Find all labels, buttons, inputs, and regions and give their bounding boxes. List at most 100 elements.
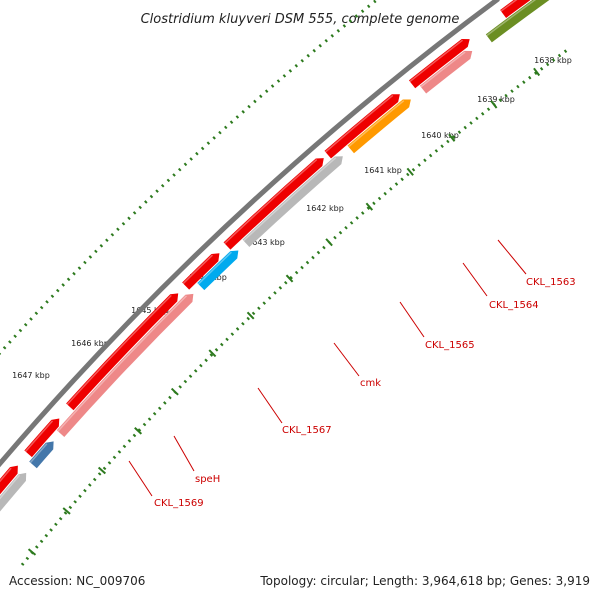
scale-tick bbox=[475, 116, 479, 121]
scale-tick bbox=[372, 201, 376, 206]
gene-leader-line bbox=[399, 301, 425, 338]
scale-tick bbox=[522, 80, 526, 84]
gene-label[interactable]: CKL_1563 bbox=[526, 277, 576, 288]
scale-tick bbox=[434, 149, 439, 153]
scale-tick bbox=[373, 0, 377, 4]
gene-label[interactable]: CKL_1564 bbox=[489, 300, 539, 311]
gene-arrow[interactable] bbox=[56, 293, 194, 437]
scale-tick bbox=[200, 146, 205, 151]
scale-tick bbox=[168, 395, 172, 400]
tick-label: 1640 kbp bbox=[421, 131, 459, 140]
tick-label: 1642 kbp bbox=[306, 204, 344, 213]
scale-tick bbox=[209, 353, 214, 357]
scale-tick bbox=[152, 411, 157, 416]
scale-tick bbox=[389, 187, 393, 191]
major-scale-tick bbox=[62, 507, 71, 515]
scale-tick bbox=[2, 345, 7, 350]
scale-tick bbox=[58, 516, 63, 521]
scale-tick bbox=[20, 562, 25, 566]
scale-tick bbox=[446, 139, 450, 144]
gene-leader-line bbox=[173, 435, 195, 472]
scale-tick bbox=[132, 433, 137, 438]
scale-tick bbox=[498, 98, 502, 102]
scale-tick bbox=[94, 249, 98, 254]
scale-tick bbox=[137, 428, 142, 432]
scale-tick bbox=[539, 67, 544, 71]
scale-tick bbox=[107, 461, 112, 465]
major-scale-tick bbox=[490, 100, 498, 109]
scale-tick bbox=[348, 19, 353, 23]
gene-arrow[interactable] bbox=[66, 293, 179, 411]
gene-arrow[interactable] bbox=[197, 250, 239, 291]
scale-tick bbox=[417, 163, 421, 167]
scale-tick bbox=[218, 130, 222, 135]
scale-tick bbox=[18, 328, 23, 333]
gene-arrow[interactable] bbox=[29, 441, 54, 469]
scale-tick bbox=[88, 483, 92, 487]
scale-tick bbox=[316, 250, 321, 255]
scale-tick bbox=[360, 9, 365, 13]
gene-label[interactable]: CKL_1567 bbox=[282, 425, 332, 436]
gene-arrow[interactable] bbox=[0, 472, 27, 524]
gene-arrow[interactable] bbox=[485, 0, 599, 43]
gene-arrow[interactable] bbox=[408, 38, 470, 89]
gene-leader-line bbox=[462, 262, 488, 297]
scale-tick bbox=[394, 182, 399, 186]
gene-label[interactable]: cmk bbox=[360, 378, 381, 389]
scale-tick bbox=[557, 53, 562, 58]
scale-tick bbox=[423, 158, 427, 163]
scale-tick bbox=[160, 183, 165, 188]
gene-arrow[interactable] bbox=[223, 158, 324, 250]
scale-tick bbox=[110, 233, 115, 237]
scale-tick bbox=[270, 84, 275, 88]
scale-tick bbox=[92, 477, 97, 482]
major-scale-tick bbox=[208, 349, 217, 358]
scale-tick bbox=[83, 488, 87, 493]
scale-tick bbox=[241, 110, 245, 114]
scale-tick bbox=[172, 173, 176, 177]
gene-arrow[interactable] bbox=[500, 0, 592, 18]
gene-arrow[interactable] bbox=[182, 253, 220, 290]
scale-tick bbox=[132, 211, 137, 215]
scale-tick bbox=[551, 58, 556, 62]
scale-tick bbox=[214, 348, 219, 352]
scale-tick bbox=[8, 340, 12, 344]
scale-tick bbox=[349, 221, 354, 225]
scale-tick bbox=[13, 334, 17, 338]
scale-tick bbox=[225, 337, 229, 342]
scale-tick bbox=[463, 125, 467, 130]
scale-tick bbox=[324, 38, 328, 43]
scale-tick bbox=[149, 194, 154, 199]
scale-tick bbox=[220, 342, 224, 347]
scale-tick bbox=[229, 120, 234, 124]
scale-tick bbox=[247, 104, 251, 109]
scale-tick bbox=[49, 528, 53, 532]
gene-arrow[interactable] bbox=[347, 99, 411, 154]
gene-label[interactable]: speH bbox=[195, 474, 220, 485]
scale-tick bbox=[235, 115, 240, 119]
major-scale-tick bbox=[170, 387, 179, 396]
gene-arrow[interactable] bbox=[242, 156, 343, 247]
gene-arrow[interactable] bbox=[24, 418, 60, 458]
gene-label[interactable]: CKL_1565 bbox=[425, 340, 475, 351]
scale-tick bbox=[102, 466, 107, 471]
major-scale-tick bbox=[246, 311, 255, 320]
scale-tick bbox=[138, 205, 142, 210]
scale-tick bbox=[61, 283, 65, 287]
scale-tick bbox=[366, 4, 371, 9]
gene-label[interactable]: CKL_1569 bbox=[154, 498, 204, 509]
scale-tick bbox=[400, 177, 404, 182]
gene-arrow[interactable] bbox=[0, 465, 18, 509]
major-scale-tick bbox=[533, 67, 541, 77]
scale-tick bbox=[199, 363, 203, 368]
scale-tick bbox=[333, 235, 337, 240]
scale-tick bbox=[97, 472, 102, 476]
scale-tick bbox=[147, 417, 152, 421]
scale-tick bbox=[163, 401, 167, 405]
gene-arrow[interactable] bbox=[324, 94, 400, 159]
scale-tick bbox=[122, 444, 127, 449]
gene-arrow[interactable] bbox=[419, 50, 473, 94]
scale-tick bbox=[377, 196, 382, 201]
scale-tick bbox=[195, 151, 199, 156]
